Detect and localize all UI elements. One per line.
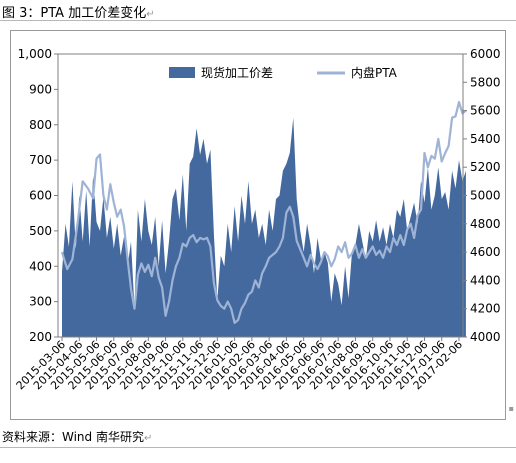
pta-line-layer — [60, 100, 467, 324]
right-tick-label: 4400 — [470, 273, 501, 287]
legend-label-spread: 现货加工价差 — [201, 65, 273, 80]
right-tick-label: 6000 — [470, 47, 501, 61]
bottom-divider — [0, 447, 516, 448]
spread-area-layer — [62, 117, 466, 337]
legend: 现货加工价差 内盘PTA — [169, 65, 398, 80]
legend-swatch-spread — [169, 67, 195, 78]
right-tick-label: 5600 — [470, 104, 501, 118]
chart-frame: 200 300 400 500 600 700 800 900 1,000 4000 4200 440… — [10, 30, 506, 420]
pta-line — [60, 100, 467, 324]
chart: 200 300 400 500 600 700 800 900 1,000 4000 4200 440… — [14, 47, 501, 392]
right-tick-label: 5000 — [470, 189, 501, 203]
right-tick-label: 4600 — [470, 245, 501, 259]
right-tick-label: 5800 — [470, 75, 501, 89]
paragraph-mark: ▪ — [508, 404, 514, 413]
left-tick-label: 300 — [29, 295, 52, 309]
left-tick-label: 200 — [29, 330, 52, 344]
left-tick-label: 400 — [29, 259, 52, 273]
left-tick-label: 1,000 — [18, 47, 52, 61]
right-tick-label: 5200 — [470, 160, 501, 174]
right-tick-label: 4000 — [470, 330, 501, 344]
left-tick-label: 900 — [29, 82, 52, 96]
left-tick-label: 700 — [29, 153, 52, 167]
legend-label-pta: 内盘PTA — [351, 65, 398, 80]
left-tick-label: 500 — [29, 224, 52, 238]
axes-layer: 200 300 400 500 600 700 800 900 1,000 4000 4200 440… — [14, 47, 501, 392]
right-tick-label: 4800 — [470, 217, 501, 231]
figure-title: 图 3：PTA 加工价差变化↵ — [2, 6, 155, 21]
left-tick-label: 800 — [29, 118, 52, 132]
right-tick-label: 5400 — [470, 132, 501, 146]
spread-area — [62, 117, 466, 337]
right-tick-label: 4200 — [470, 302, 501, 316]
left-tick-label: 600 — [29, 189, 52, 203]
source-note: 资料来源：Wind 南华研究↵ — [2, 430, 153, 444]
title-divider — [0, 20, 516, 21]
